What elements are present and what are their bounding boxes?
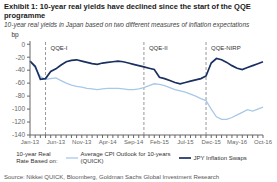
svg-text:0: 0 <box>21 41 25 48</box>
svg-text:Feb-15: Feb-15 <box>150 139 170 145</box>
svg-text:Apr-14: Apr-14 <box>99 139 118 145</box>
html-text:10-year Real Rate Based on:: 10-year Real Rate Based on: <box>16 151 58 164</box>
svg-text:-20: -20 <box>16 54 26 61</box>
html-text:10-year real yields in Japan b: 10-year real yields in Japan based on tw… <box>4 21 250 28</box>
html-text:Exhibit 1: 10-year real yields: Exhibit 1: 10-year real yields have decl… <box>4 2 251 20</box>
svg-text:-100: -100 <box>12 105 25 112</box>
svg-text:-80: -80 <box>16 92 26 99</box>
svg-text:bp: bp <box>11 31 19 39</box>
svg-text:May-16: May-16 <box>227 139 248 145</box>
svg-text:-140: -140 <box>12 131 25 138</box>
html-text:JPY Inflation Swaps: JPY Inflation Swaps <box>193 154 247 161</box>
svg-text:Jan-13: Jan-13 <box>21 139 40 145</box>
svg-text:QQE-I: QQE-I <box>51 45 68 51</box>
svg-text:Dec-15: Dec-15 <box>202 139 222 145</box>
svg-text:-40: -40 <box>16 66 26 73</box>
svg-text:-60: -60 <box>16 79 26 86</box>
svg-text:QQE-II: QQE-II <box>149 45 168 51</box>
svg-text:Jul-15: Jul-15 <box>177 139 194 145</box>
svg-text:QQE-NIRP: QQE-NIRP <box>211 45 241 51</box>
svg-text:Nov-13: Nov-13 <box>72 139 92 145</box>
html-text:Average CPI Outlook for 10-yea: Average CPI Outlook for 10-years (QUICK) <box>80 151 171 164</box>
svg-text:Sep-14: Sep-14 <box>124 139 144 145</box>
html-text:Source: Nikkei QUICK, Bloomber: Source: Nikkei QUICK, Bloomberg, Goldman… <box>4 174 220 180</box>
svg-text:Jun-13: Jun-13 <box>47 139 66 145</box>
svg-text:Oct-16: Oct-16 <box>254 139 269 145</box>
svg-text:-120: -120 <box>12 118 25 125</box>
